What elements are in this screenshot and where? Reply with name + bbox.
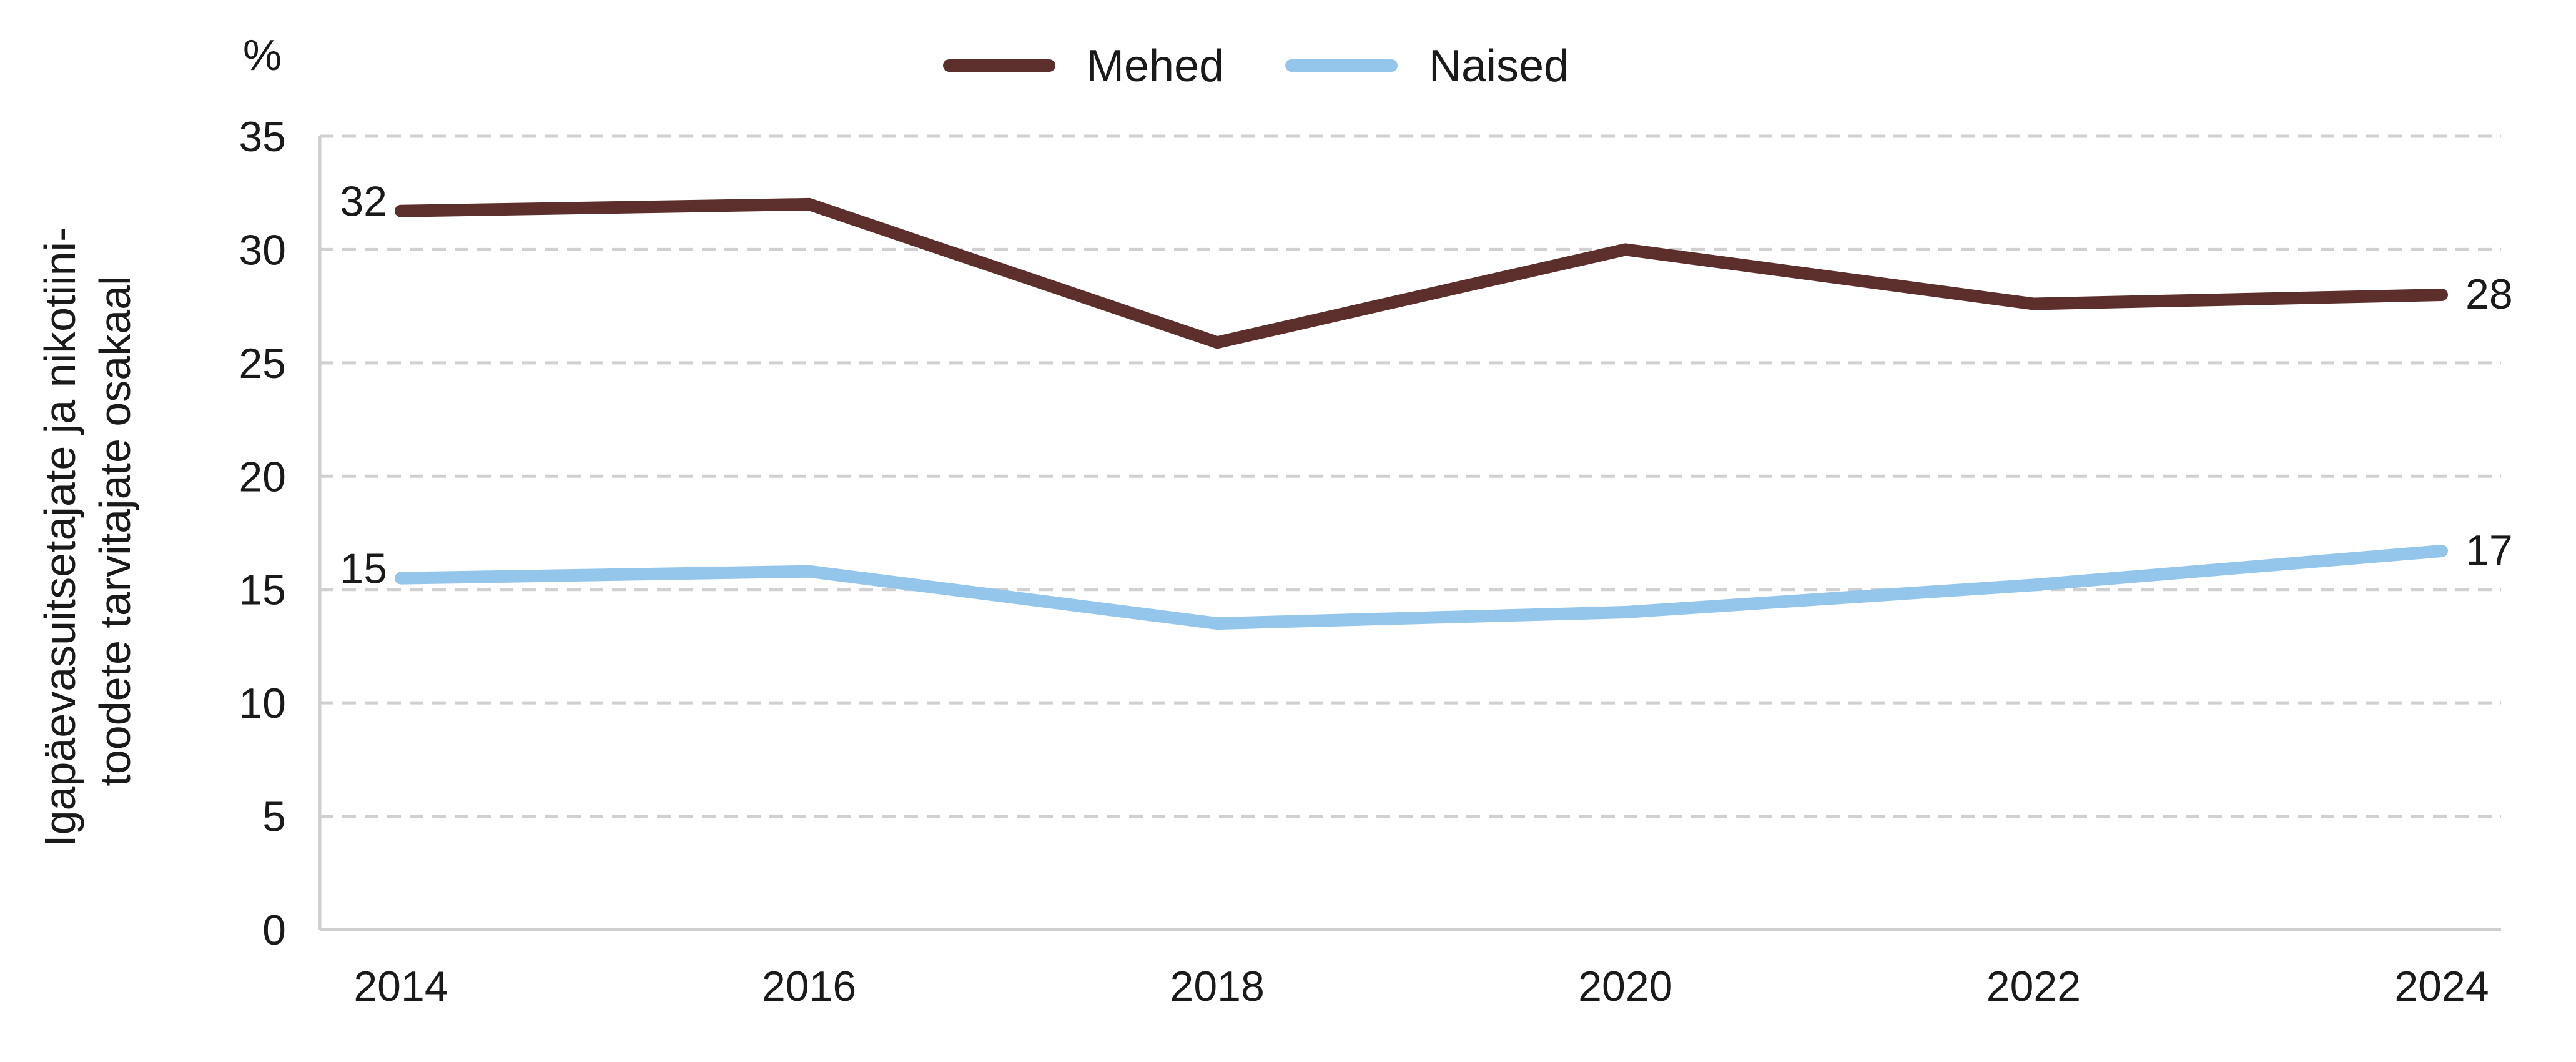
data-label-mehed: 32 — [340, 178, 387, 226]
y-tick-label: 35 — [239, 113, 286, 161]
y-tick-label: 20 — [239, 453, 286, 500]
y-unit-label: % — [243, 31, 282, 79]
y-axis-title-line-2: toodete tarvitajate osakaal — [91, 275, 139, 786]
series-lines — [395, 197, 2448, 630]
x-tick-label: 2018 — [1170, 963, 1265, 1010]
series-line-naised — [395, 545, 2448, 630]
x-tick-label: 2024 — [2394, 963, 2489, 1010]
data-labels: 32 28 15 17 — [340, 178, 2512, 593]
y-axis-title: Igapäevasuitsetajate ja nikotiini- toode… — [36, 215, 139, 847]
legend-label-naised: Naised — [1429, 41, 1569, 91]
y-axis-title-line-1: Igapäevasuitsetajate ja nikotiini- — [36, 227, 84, 847]
y-tick-label: 15 — [239, 567, 286, 614]
y-tick-label: 30 — [239, 226, 286, 274]
x-tick-label: 2016 — [762, 963, 856, 1010]
x-tick-label: 2020 — [1578, 963, 1672, 1010]
series-line-mehed — [395, 197, 2448, 349]
legend: Mehed Naised — [943, 41, 1569, 91]
data-label-naised: 17 — [2465, 527, 2513, 574]
y-tick-label: 25 — [239, 340, 286, 387]
y-tick-label: 5 — [262, 793, 286, 841]
axes: 0 5 10 15 20 25 30 35 2014 2016 2018 2020 2022 2024 — [239, 113, 2501, 1010]
data-label-naised: 15 — [340, 545, 387, 593]
x-tick-label: 2022 — [1986, 963, 2081, 1010]
x-tick-label: 2014 — [353, 963, 448, 1010]
y-tick-label: 10 — [239, 680, 286, 727]
legend-label-mehed: Mehed — [1087, 41, 1224, 91]
gridlines — [320, 134, 2501, 818]
data-label-mehed: 28 — [2465, 270, 2513, 318]
y-tick-label: 0 — [262, 906, 286, 954]
